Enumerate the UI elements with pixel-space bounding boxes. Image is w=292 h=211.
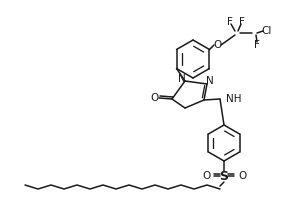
Text: F: F	[254, 40, 260, 50]
Text: O: O	[202, 171, 210, 181]
Text: N: N	[178, 74, 186, 84]
Text: O: O	[150, 93, 158, 103]
Text: F: F	[227, 17, 233, 27]
Text: F: F	[239, 17, 245, 27]
Text: N: N	[206, 76, 214, 86]
Text: O: O	[213, 40, 221, 50]
Text: O: O	[238, 171, 246, 181]
Text: S: S	[220, 170, 229, 184]
Text: NH: NH	[226, 94, 241, 104]
Text: Cl: Cl	[262, 26, 272, 36]
